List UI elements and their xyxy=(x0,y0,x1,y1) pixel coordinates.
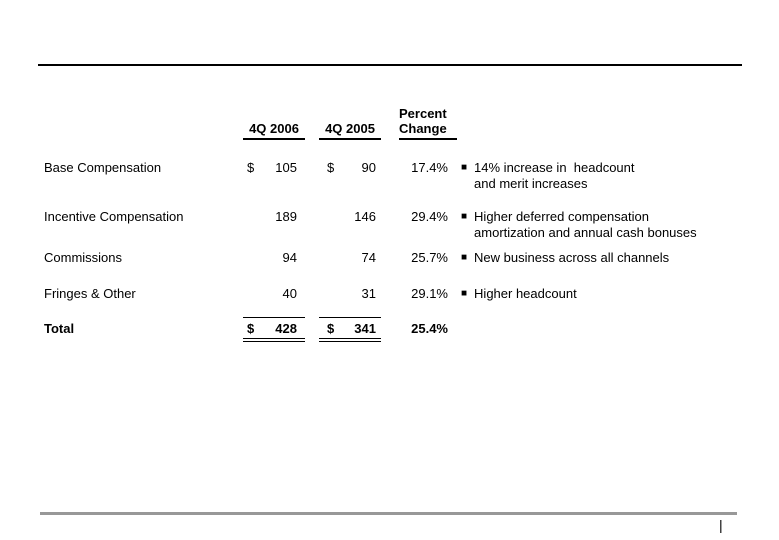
value-4q2006: 105 xyxy=(275,160,297,175)
percent-change-value: 29.4% xyxy=(411,209,448,224)
bottom-divider-rule xyxy=(40,512,737,515)
percent-change-value: 25.4% xyxy=(411,321,448,336)
dollar-sign: $ xyxy=(247,321,255,336)
top-divider-rule xyxy=(38,64,742,66)
total-amount-4q2006: $ 428 xyxy=(243,317,305,342)
amount-4q2005: 146 xyxy=(319,209,381,225)
value-4q2005: 146 xyxy=(354,209,376,224)
annotation: ■ 14% increase in headcount and merit in… xyxy=(457,160,635,192)
bullet-square-icon: ■ xyxy=(461,211,468,222)
value-4q2006: 40 xyxy=(282,286,297,301)
row-label: Total xyxy=(44,321,75,336)
amount-4q2005: 31 xyxy=(319,286,381,302)
row-label: Commissions xyxy=(44,250,123,265)
annotation: ■ Higher deferred compensation amortizat… xyxy=(457,209,697,241)
table-row-total: Total $ 428 $ 341 25.4% xyxy=(44,317,457,342)
row-label: Incentive Compensation xyxy=(44,209,184,224)
total-amount-4q2005: $ 341 xyxy=(319,317,381,342)
percent-change-value: 17.4% xyxy=(411,160,448,175)
value-4q2005: 341 xyxy=(354,321,376,336)
annotation-text: Higher headcount xyxy=(474,286,577,302)
value-4q2006: 94 xyxy=(282,250,297,265)
annotation: ■ Higher headcount xyxy=(457,286,577,302)
value-4q2005: 90 xyxy=(361,160,376,175)
annotation-line: Higher deferred compensation xyxy=(474,209,649,224)
annotation-text: 14% increase in headcount and merit incr… xyxy=(474,160,634,192)
annotation-line: and merit increases xyxy=(474,176,588,191)
percent-change-value: 29.1% xyxy=(411,286,448,301)
table-row-commissions: Commissions 94 74 25.7% ■ New business a… xyxy=(44,250,669,266)
percent-header-line1: Percent xyxy=(399,106,447,121)
column-header-percent-change: Percent Change xyxy=(399,106,457,140)
percent-header-line2: Change xyxy=(399,121,447,136)
column-header-4q2006: 4Q 2006 xyxy=(243,121,305,140)
amount-4q2006: 40 xyxy=(243,286,305,302)
annotation-line: 14% increase in headcount xyxy=(474,160,635,175)
table-row-fringes-other: Fringes & Other 40 31 29.1% ■ Higher hea… xyxy=(44,286,577,302)
value-4q2006: 428 xyxy=(275,321,297,336)
amount-4q2006: $ 105 xyxy=(243,160,305,176)
annotation-line: New business across all channels xyxy=(474,250,670,265)
annotation: ■ New business across all channels xyxy=(457,250,669,266)
page-number-marker: | xyxy=(719,517,723,533)
percent-change-value: 25.7% xyxy=(411,250,448,265)
bullet-square-icon: ■ xyxy=(461,162,468,173)
dollar-sign: $ xyxy=(327,160,335,175)
annotation-text: New business across all channels xyxy=(474,250,669,266)
amount-4q2006: 189 xyxy=(243,209,305,225)
column-header-4q2005: 4Q 2005 xyxy=(319,121,381,140)
row-label: Fringes & Other xyxy=(44,286,136,301)
amount-4q2006: 94 xyxy=(243,250,305,266)
amount-4q2005: 74 xyxy=(319,250,381,266)
annotation-line: amortization and annual cash bonuses xyxy=(474,225,697,240)
table-header-row: 4Q 2006 4Q 2005 Percent Change xyxy=(243,106,457,140)
bullet-square-icon: ■ xyxy=(461,288,468,299)
annotation-text: Higher deferred compensation amortizatio… xyxy=(474,209,697,241)
row-label: Base Compensation xyxy=(44,160,162,175)
table-row-base-compensation: Base Compensation $ 105 $ 90 17.4% ■ 14%… xyxy=(44,160,635,192)
dollar-sign: $ xyxy=(247,160,255,175)
annotation-line: Higher headcount xyxy=(474,286,577,301)
bullet-square-icon: ■ xyxy=(461,252,468,263)
amount-4q2005: $ 90 xyxy=(319,160,381,176)
value-4q2005: 31 xyxy=(361,286,376,301)
value-4q2005: 74 xyxy=(361,250,376,265)
dollar-sign: $ xyxy=(327,321,335,336)
value-4q2006: 189 xyxy=(275,209,297,224)
table-row-incentive-compensation: Incentive Compensation 189 146 29.4% ■ H… xyxy=(44,209,697,241)
